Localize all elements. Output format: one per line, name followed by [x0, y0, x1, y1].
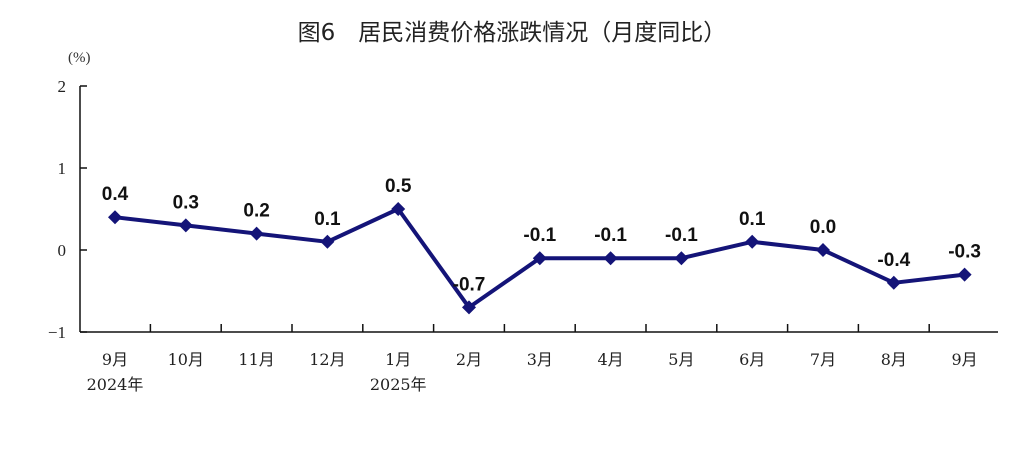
x-tick-label: 8月 [881, 350, 907, 369]
data-point [603, 251, 618, 266]
data-point [957, 267, 972, 282]
data-label: -0.1 [523, 225, 556, 246]
y-tick-label: 2 [58, 77, 67, 96]
x-tick-label: 2月 [456, 350, 482, 369]
data-point [886, 275, 901, 290]
x-tick-label: 5月 [668, 350, 694, 369]
data-label: 0.5 [385, 176, 412, 197]
x-tick-label: 4月 [598, 350, 624, 369]
data-point [532, 251, 547, 266]
data-point [745, 234, 760, 249]
x-tick-label: 6月 [739, 350, 765, 369]
x-tick-label: 9月 [952, 350, 978, 369]
y-tick-label: 1 [58, 159, 67, 178]
data-point [178, 218, 193, 233]
data-point [391, 202, 406, 216]
data-point [674, 251, 689, 266]
x-tick-label: 12月 [309, 350, 345, 369]
data-label: -0.1 [594, 225, 627, 246]
y-tick-label: −1 [48, 323, 66, 342]
x-tick-label: 11月 [238, 350, 274, 369]
data-label: 0.1 [739, 209, 766, 230]
x-tick-label: 1月 [385, 350, 411, 369]
x-tick-label: 10月 [168, 350, 204, 369]
y-axis-unit: (%) [68, 50, 91, 66]
data-labels: 0.4 0.3 0.2 0.1 0.5 -0.7 -0.1 -0.1 -0.1 0.1 0.0 -0.… [102, 176, 981, 295]
x-tick-label: 7月 [810, 350, 836, 369]
data-point [108, 210, 122, 225]
data-label: -0.7 [453, 274, 486, 295]
y-tick-label: 0 [58, 241, 67, 260]
data-label: -0.1 [665, 225, 698, 246]
data-label: 0.2 [243, 201, 269, 222]
x-year-label: 2024年 [87, 375, 144, 394]
data-label: 0.4 [102, 184, 129, 205]
data-point [816, 243, 830, 257]
data-point [249, 226, 264, 241]
x-year-label: 2025年 [370, 375, 427, 394]
data-label: 0.3 [173, 192, 199, 213]
axes: 2 1 0 −1 9月 2024年 10月 11月 12月 1月 2025年 2月 3月 4月 5月 6月 7月… [48, 77, 998, 394]
data-label: -0.4 [877, 250, 910, 271]
data-label: 0.0 [810, 217, 836, 238]
data-label: 0.1 [314, 209, 341, 230]
chart-title: 图6 居民消费价格涨跌情况（月度同比） [298, 20, 727, 46]
data-markers [108, 202, 972, 315]
data-label: -0.3 [948, 242, 981, 263]
data-point [462, 300, 476, 315]
x-tick-label: 9月 [102, 350, 128, 369]
data-point [320, 234, 335, 249]
x-tick-label: 3月 [527, 350, 553, 369]
